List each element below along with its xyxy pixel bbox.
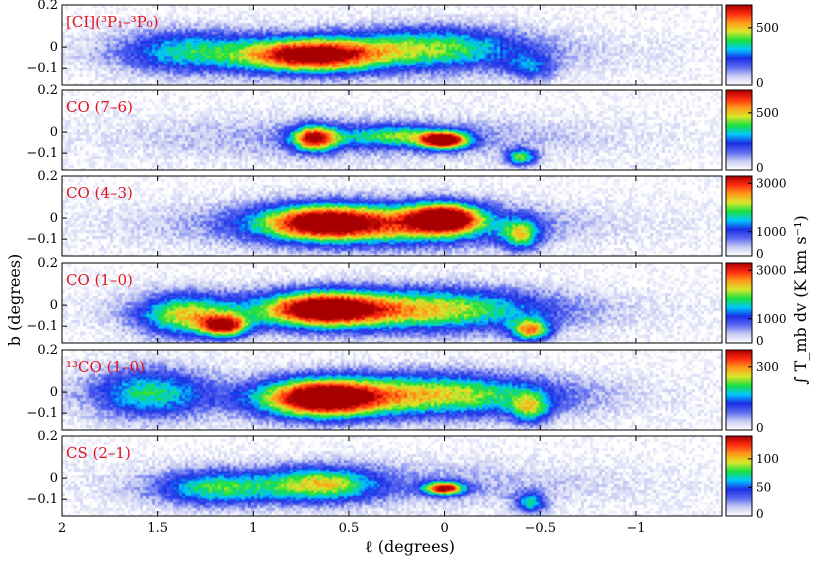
colorbar-tick-label: 500 — [756, 21, 779, 35]
x-tick-label: 1 — [249, 521, 257, 536]
y-tick-label: −0.1 — [26, 406, 58, 421]
y-tick-label: 0 — [50, 385, 58, 400]
colorbar-tick-label: 3000 — [756, 263, 787, 277]
panel-4: CO (1–0) 0.2 0 −0.1 0 1000 3000 — [26, 256, 786, 348]
panel-6-heatmap — [62, 436, 722, 516]
y-tick-label: −0.1 — [26, 61, 58, 76]
y-tick-label: 0.2 — [37, 169, 58, 184]
panel-1-heatmap — [62, 5, 722, 85]
y-tick-label: 0.2 — [37, 256, 58, 271]
panel-4-heatmap — [62, 263, 722, 343]
y-tick-label: 0.2 — [37, 343, 58, 358]
x-tick-label: −0.5 — [524, 521, 556, 536]
y-tick-label: 0.2 — [37, 83, 58, 98]
colorbar-tick-label: 3000 — [756, 176, 787, 190]
y-axis-title: b (degrees) — [5, 254, 24, 347]
panel-5-heatmap — [62, 350, 722, 430]
x-tick-label: 0 — [440, 521, 448, 536]
panel-3-colorbar — [725, 175, 753, 257]
panel-6-frame — [61, 435, 723, 517]
panel-5: ¹³CO (1–0) 0.2 0 −0.1 0 300 — [26, 343, 778, 435]
panel-5-frame — [61, 349, 723, 431]
y-tick-label: −0.1 — [26, 146, 58, 161]
panel-1-colorbar — [725, 4, 753, 86]
panel-3-heatmap — [62, 176, 722, 256]
colorbar-tick-label: 0 — [756, 421, 764, 435]
panel-2-colorbar — [725, 89, 753, 171]
colorbar-tick-label: 50 — [756, 480, 771, 494]
y-tick-label: 0 — [50, 40, 58, 55]
panel-1: [CI](³P₁–³P₀) 0.2 0 −0.1 0 500 — [26, 0, 778, 90]
colorbar-tick-label: 100 — [756, 452, 779, 466]
x-tick-label: 1.5 — [147, 521, 168, 536]
colorbar-tick-label: 1000 — [756, 312, 787, 326]
panel-3: CO (4–3) 0.2 0 −0.1 0 1000 3000 — [26, 169, 786, 261]
colorbar-tick-label: 0 — [756, 76, 764, 90]
x-tick-label: 0.5 — [339, 521, 360, 536]
y-tick-label: 0.2 — [37, 0, 58, 13]
y-tick-label: 0.2 — [37, 429, 58, 444]
panel-5-label: ¹³CO (1–0) — [66, 358, 145, 376]
x-tick-label: 2 — [58, 521, 66, 536]
colorbar-tick-label: 0 — [756, 507, 764, 521]
panel-4-frame — [61, 262, 723, 344]
y-tick-label: 0 — [50, 211, 58, 226]
panel-2-heatmap — [62, 90, 722, 170]
colorbar-tick-label: 1000 — [756, 225, 787, 239]
colorbar-tick-label: 300 — [756, 360, 779, 374]
panel-3-frame — [61, 175, 723, 257]
colorbar-tick-label: 0 — [756, 247, 764, 261]
x-tick-label: −1 — [626, 521, 645, 536]
panel-1-frame — [61, 4, 723, 86]
colorbar-tick-label: 0 — [756, 161, 764, 175]
panel-6-colorbar — [725, 435, 753, 517]
panel-2: CO (7–6) 0.2 0 −0.1 0 500 — [26, 83, 778, 175]
panel-1-label: [CI](³P₁–³P₀) — [66, 13, 159, 31]
panel-3-label: CO (4–3) — [66, 184, 133, 202]
colorbar-tick-label: 500 — [756, 106, 779, 120]
x-axis-title: ℓ (degrees) — [365, 537, 455, 556]
panel-4-label: CO (1–0) — [66, 271, 133, 289]
x-axis: 2 1.5 1 0.5 0 −0.5 −1 — [58, 521, 646, 536]
y-tick-label: −0.1 — [26, 232, 58, 247]
y-tick-label: 0 — [50, 125, 58, 140]
colorbar-title: ∫ T_mb dv (K km s⁻¹) — [791, 215, 810, 385]
y-tick-label: 0 — [50, 471, 58, 486]
panel-6: CS (2–1) 0.2 0 −0.1 0 50 100 — [26, 429, 778, 521]
y-tick-label: 0 — [50, 298, 58, 313]
panel-4-colorbar — [725, 262, 753, 344]
panel-6-label: CS (2–1) — [66, 444, 131, 462]
panel-5-colorbar — [725, 349, 753, 431]
y-tick-label: −0.1 — [26, 319, 58, 334]
colorbar-tick-label: 0 — [756, 334, 764, 348]
panel-2-frame — [61, 89, 723, 171]
y-tick-label: −0.1 — [26, 492, 58, 507]
panel-2-label: CO (7–6) — [66, 98, 133, 116]
